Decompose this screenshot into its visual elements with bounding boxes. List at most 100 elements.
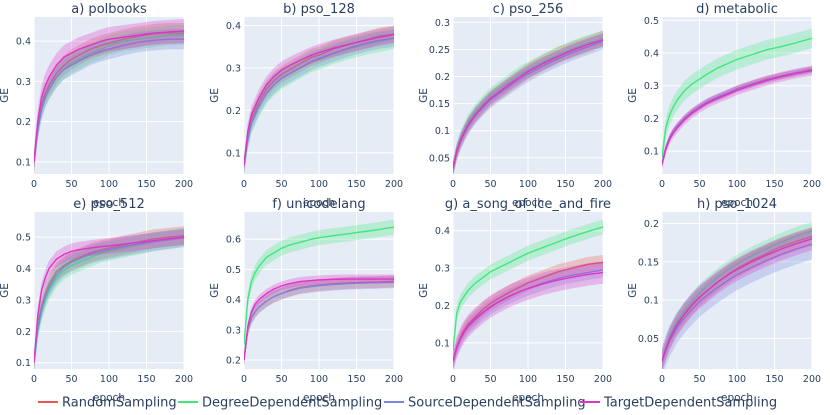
chart-panel-c-pso-256: 0 50 100 150 200 0.05 0.1 0.15 0.2 0.25 0.3 c) pso_… — [418, 2, 612, 209]
series-line-targetdependentsampling — [244, 278, 394, 361]
series-line-sourcedependentsampling — [662, 243, 812, 362]
y-tick-label: 0.2 — [435, 301, 450, 312]
x-tick-label: 0 — [450, 374, 456, 385]
panel-title: e) pso_512 — [73, 197, 145, 212]
band-sourcedependentsampling — [244, 276, 394, 366]
y-axis-title: GE — [0, 88, 11, 103]
series-line-sourcedependentsampling — [34, 237, 184, 363]
y-tick-label: 0.6 — [226, 235, 241, 246]
series-line-degreedependentsampling — [453, 226, 603, 351]
series-line-randomsampling — [34, 32, 184, 162]
panel-title: f) unicodelang — [272, 197, 365, 212]
series-line-sourcedependentsampling — [244, 281, 394, 361]
chart-panel-e-pso-512: 0 50 100 150 200 0.1 0.2 0.3 0.4 0.5 e) pso_512epo… — [0, 197, 193, 404]
y-tick-label: 0.2 — [226, 355, 241, 366]
x-tick-label: 50 — [693, 374, 705, 385]
panel-title: h) pso_1024 — [697, 197, 777, 212]
series-line-sourcedependentsampling — [34, 38, 184, 163]
x-tick-label: 50 — [65, 374, 77, 385]
band-sourcedependentsampling — [34, 228, 184, 369]
y-tick-label: 0.3 — [226, 325, 241, 336]
band-degreedependentsampling — [662, 221, 812, 369]
x-tick-label: 0 — [31, 179, 37, 190]
x-tick-label: 100 — [310, 179, 328, 190]
legend-label: DegreeDependentSampling — [202, 396, 382, 411]
band-degreedependentsampling — [34, 25, 184, 172]
x-tick-label: 200 — [803, 179, 821, 190]
chart-panel-h-pso-1024: 0 50 100 150 200 0.05 0.1 0.15 0.2 h) pso_1024epo… — [627, 197, 821, 404]
x-axis-title: epoch — [512, 197, 544, 209]
x-tick-label: 200 — [175, 179, 193, 190]
y-tick-label: 0.15 — [638, 257, 659, 268]
y-tick-label: 0.2 — [16, 327, 31, 338]
series-line-degreedependentsampling — [244, 226, 394, 345]
series-layer — [662, 28, 812, 170]
panel-title: d) metabolic — [696, 2, 778, 17]
y-tick-label: 0.15 — [429, 99, 450, 110]
panel-title: b) pso_128 — [283, 2, 355, 17]
y-tick-label: 0.2 — [226, 106, 241, 117]
y-tick-label: 0.25 — [429, 45, 450, 56]
series-layer — [244, 25, 394, 174]
y-tick-label: 0.1 — [435, 126, 450, 137]
y-axis-title: GE — [209, 88, 221, 103]
panels-layer: 0 50 100 150 200 0.1 0.2 0.3 0.4 a) polbooks epoch… — [0, 2, 821, 404]
y-tick-label: 0.5 — [226, 265, 241, 276]
x-tick-label: 100 — [728, 374, 746, 385]
band-targetdependentsampling — [34, 19, 184, 174]
x-axis-title: epoch — [721, 197, 753, 209]
x-tick-label: 200 — [594, 374, 612, 385]
series-line-targetdependentsampling — [244, 34, 394, 166]
y-tick-label: 0.1 — [226, 148, 241, 159]
legend-label: SourceDependentSampling — [408, 396, 586, 411]
band-targetdependentsampling — [662, 65, 812, 170]
y-axis-title: GE — [418, 88, 430, 103]
y-tick-label: 0.2 — [644, 114, 659, 125]
legend-item-sourcedependentsampling: SourceDependentSampling — [384, 396, 586, 411]
panel-title: g) a_song_of_ice_and_fire — [445, 197, 611, 212]
x-tick-label: 150 — [556, 374, 574, 385]
y-axis-title: GE — [418, 283, 430, 298]
y-tick-label: 0.2 — [644, 219, 659, 230]
x-tick-label: 0 — [659, 179, 665, 190]
y-tick-label: 0.1 — [644, 296, 659, 307]
x-tick-label: 200 — [385, 374, 403, 385]
x-tick-label: 100 — [100, 179, 118, 190]
y-tick-label: 0.5 — [16, 233, 31, 244]
band-targetdependentsampling — [244, 26, 394, 174]
series-layer — [662, 221, 812, 369]
x-tick-label: 0 — [241, 374, 247, 385]
y-tick-label: 0.4 — [226, 21, 241, 32]
x-tick-label: 100 — [310, 374, 328, 385]
x-tick-label: 50 — [275, 374, 287, 385]
legend-item-targetdependentsampling: TargetDependentSampling — [580, 396, 777, 411]
y-tick-label: 0.1 — [16, 358, 31, 369]
legend-item-degreedependentsampling: DegreeDependentSampling — [178, 396, 382, 411]
x-tick-label: 150 — [765, 374, 783, 385]
chart-panel-d-metabolic: 0 50 100 150 200 0.1 0.2 0.3 0.4 0.5 d) metabolic e… — [627, 2, 821, 209]
y-tick-label: 0.3 — [644, 81, 659, 92]
y-tick-label: 0.4 — [644, 48, 659, 59]
chart-panel-g-a-song-of-ice-and-fire: 0 50 100 150 200 0.1 0.2 0.3 0.4 g) a_song_of_ice… — [418, 197, 612, 404]
x-tick-label: 150 — [137, 179, 155, 190]
x-tick-label: 50 — [65, 179, 77, 190]
series-line-degreedependentsampling — [662, 230, 812, 362]
y-tick-label: 0.1 — [435, 338, 450, 349]
series-line-targetdependentsampling — [662, 69, 812, 165]
x-tick-label: 0 — [659, 374, 665, 385]
x-tick-label: 200 — [594, 179, 612, 190]
chart-panel-a-polbooks: 0 50 100 150 200 0.1 0.2 0.3 0.4 a) polbooks epoch… — [0, 2, 193, 209]
legend-label: RandomSampling — [62, 396, 177, 411]
y-tick-label: 0.1 — [644, 147, 659, 158]
x-tick-label: 0 — [241, 179, 247, 190]
band-targetdependentsampling — [34, 229, 184, 369]
x-axis-title: epoch — [93, 392, 125, 404]
band-targetdependentsampling — [244, 274, 394, 365]
legend-item-randomsampling: RandomSampling — [38, 396, 177, 411]
x-tick-label: 50 — [693, 179, 705, 190]
series-line-degreedependentsampling — [662, 37, 812, 158]
y-tick-label: 0.2 — [16, 117, 31, 128]
series-layer — [34, 226, 184, 369]
y-tick-label: 0.4 — [16, 37, 31, 48]
